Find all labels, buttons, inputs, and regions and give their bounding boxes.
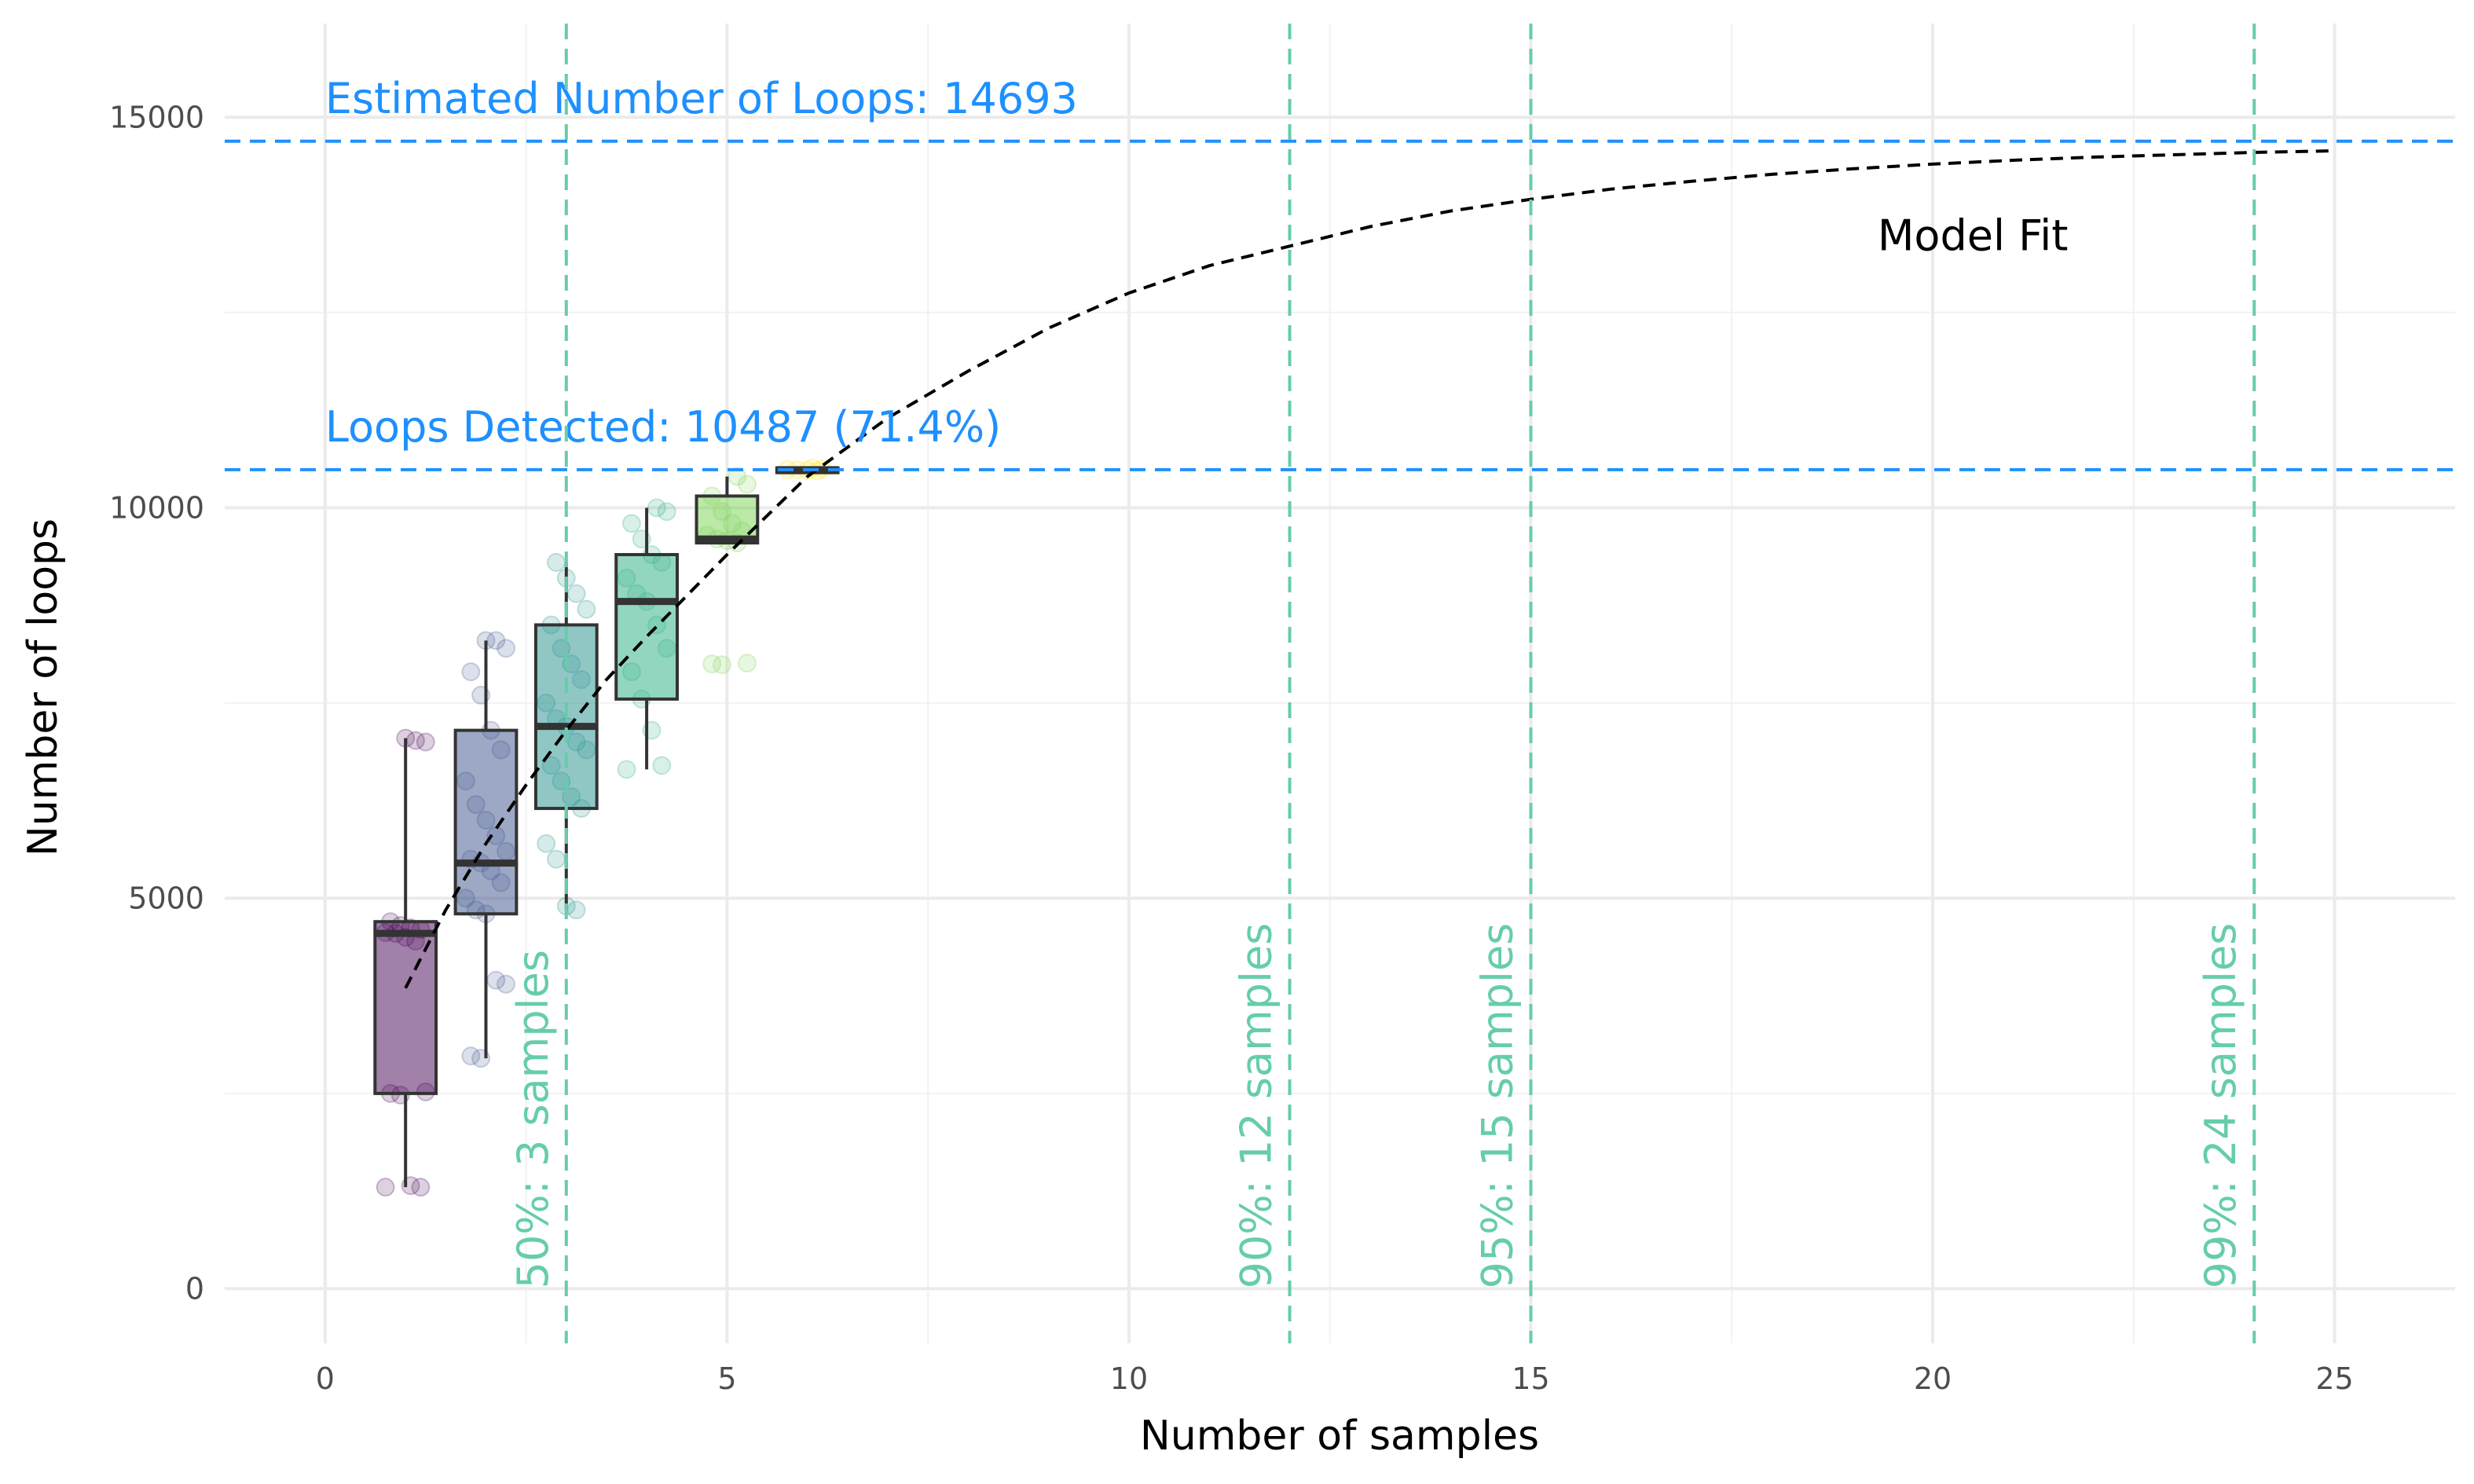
jitter-point — [486, 970, 506, 990]
jitter-point — [577, 599, 596, 619]
jitter-point — [621, 514, 641, 533]
model-fit: Model Fit — [404, 149, 2335, 989]
jitter-point — [416, 732, 435, 752]
jitter-point — [657, 502, 676, 522]
reference-lines: Estimated Number of Loops: 14693 Loops De… — [225, 24, 2455, 1343]
jitter-point — [737, 475, 757, 494]
box-iqr — [614, 552, 679, 701]
jitter-point — [547, 552, 566, 572]
y-tick-label: 10000 — [109, 490, 204, 525]
jitter-point — [713, 655, 732, 675]
y-tick-label: 15000 — [109, 100, 204, 134]
box-iqr — [453, 728, 519, 916]
x-axis-ticks: 0 5 10 15 20 25 — [316, 1361, 2354, 1396]
jitter-point — [497, 974, 516, 994]
jitter-point — [461, 662, 481, 682]
vline-label: 90%: 12 samples — [1232, 923, 1281, 1289]
vline-label: 99%: 24 samples — [2196, 923, 2245, 1289]
model-fit-label: Model Fit — [1878, 211, 2069, 260]
jitter-point — [411, 1178, 431, 1197]
jitter-point — [652, 756, 672, 775]
jitter-point — [566, 584, 586, 603]
jitter-point — [617, 760, 636, 779]
jitter-point — [537, 834, 556, 853]
jitter-point — [647, 498, 666, 518]
hline-label: Loops Detected: 10487 (71.4%) — [325, 402, 1001, 452]
x-tick-label: 10 — [1110, 1361, 1148, 1396]
model-fit-curve — [404, 149, 2335, 989]
y-axis-title: Number of loops — [20, 518, 67, 856]
x-tick-label: 25 — [2315, 1361, 2353, 1396]
major-gridlines — [225, 24, 2455, 1343]
x-axis-title: Number of samples — [1140, 1413, 1539, 1460]
jitter-points — [376, 458, 832, 1197]
jitter-point — [702, 654, 722, 674]
jitter-point — [497, 639, 516, 658]
jitter-point — [376, 1178, 395, 1197]
boxplots — [373, 466, 840, 1188]
x-tick-label: 20 — [1914, 1361, 1952, 1396]
hline-label: Estimated Number of Loops: 14693 — [325, 74, 1078, 123]
y-axis-ticks: 0 5000 10000 15000 — [109, 100, 204, 1306]
x-tick-label: 0 — [316, 1361, 335, 1396]
jitter-point — [737, 654, 757, 673]
vline-label: 95%: 15 samples — [1472, 923, 1522, 1289]
vline-label: 50%: 3 samples — [508, 950, 558, 1288]
box-iqr — [695, 494, 760, 545]
x-tick-label: 15 — [1512, 1361, 1549, 1396]
y-tick-label: 0 — [185, 1271, 204, 1306]
jitter-point — [461, 1046, 481, 1066]
y-tick-label: 5000 — [128, 881, 204, 915]
jitter-point — [547, 849, 566, 869]
x-tick-label: 5 — [717, 1361, 736, 1396]
